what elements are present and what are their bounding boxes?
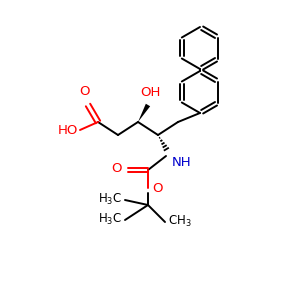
Text: O: O bbox=[112, 163, 122, 176]
Text: NH: NH bbox=[172, 156, 192, 169]
Text: HO: HO bbox=[58, 124, 78, 136]
Text: O: O bbox=[79, 85, 89, 98]
Text: OH: OH bbox=[140, 86, 160, 99]
Text: H$_3$C: H$_3$C bbox=[98, 212, 122, 226]
Text: CH$_3$: CH$_3$ bbox=[168, 214, 192, 229]
Polygon shape bbox=[138, 104, 150, 122]
Text: H$_3$C: H$_3$C bbox=[98, 191, 122, 206]
Text: O: O bbox=[152, 182, 163, 194]
